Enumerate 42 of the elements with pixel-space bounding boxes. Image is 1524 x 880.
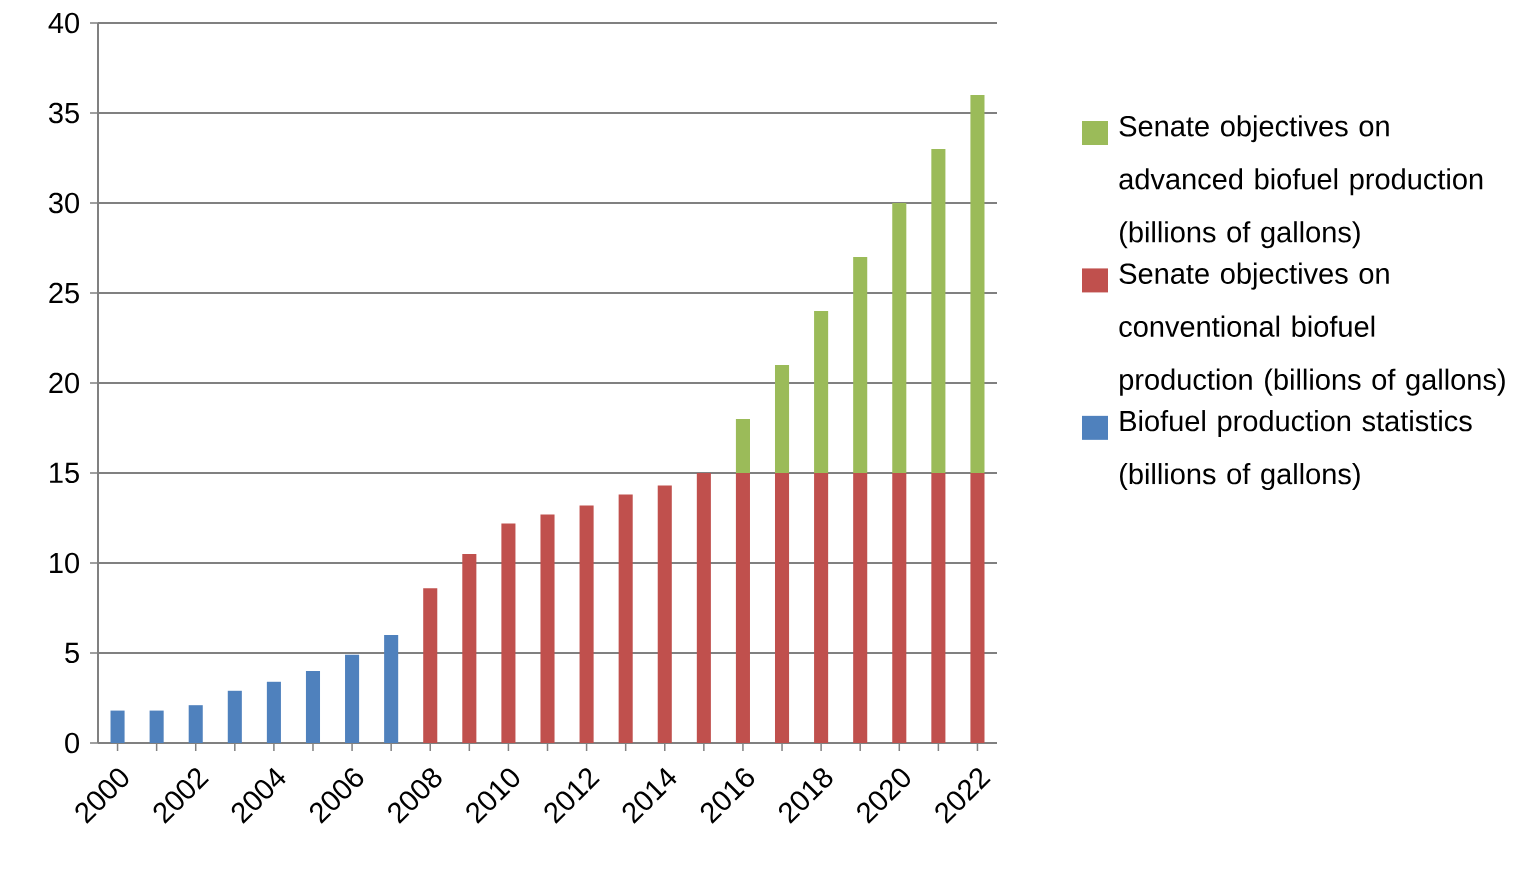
legend-label: Senate objectives on advanced biofuel production (billions of gallons) <box>1119 115 1483 249</box>
bar <box>892 202 907 473</box>
y-tick-label: 0 <box>65 732 80 754</box>
y-tick-label: 40 <box>48 12 79 34</box>
bar <box>110 710 125 743</box>
legend-label: Biofuel production statistics (billions of gallons) <box>1120 410 1472 491</box>
bar <box>931 148 946 473</box>
bar <box>931 472 946 743</box>
y-tick-label: 15 <box>50 462 79 484</box>
bar <box>462 553 477 743</box>
y-tick-label: 25 <box>49 282 79 304</box>
y-tick-label: 5 <box>65 642 79 664</box>
bar <box>970 94 985 473</box>
bar <box>345 654 360 743</box>
bar <box>774 364 790 473</box>
bar <box>579 505 594 743</box>
bar <box>970 472 985 743</box>
bar <box>735 418 750 473</box>
bar <box>305 670 321 743</box>
bar <box>853 256 868 473</box>
bar <box>188 705 203 743</box>
bar <box>853 472 868 743</box>
bar <box>149 710 164 743</box>
bar <box>384 634 399 743</box>
bar <box>657 485 672 743</box>
bar <box>814 310 829 473</box>
legend-label: Senate objectives on conventional biofuel production (billions of gallons) <box>1119 262 1505 396</box>
bar <box>735 472 750 743</box>
bar <box>618 494 633 743</box>
y-tick-label: 30 <box>48 192 79 214</box>
bar <box>423 588 438 743</box>
y-tick-label: 10 <box>50 552 79 574</box>
bar <box>266 681 281 743</box>
bar <box>696 472 711 743</box>
bar <box>814 472 829 743</box>
bar <box>540 514 555 743</box>
y-tick-label: 35 <box>48 102 79 124</box>
bar <box>227 690 242 743</box>
y-tick-label: 20 <box>49 372 79 394</box>
bar <box>501 523 516 743</box>
bar <box>892 472 907 743</box>
bar <box>774 472 790 743</box>
